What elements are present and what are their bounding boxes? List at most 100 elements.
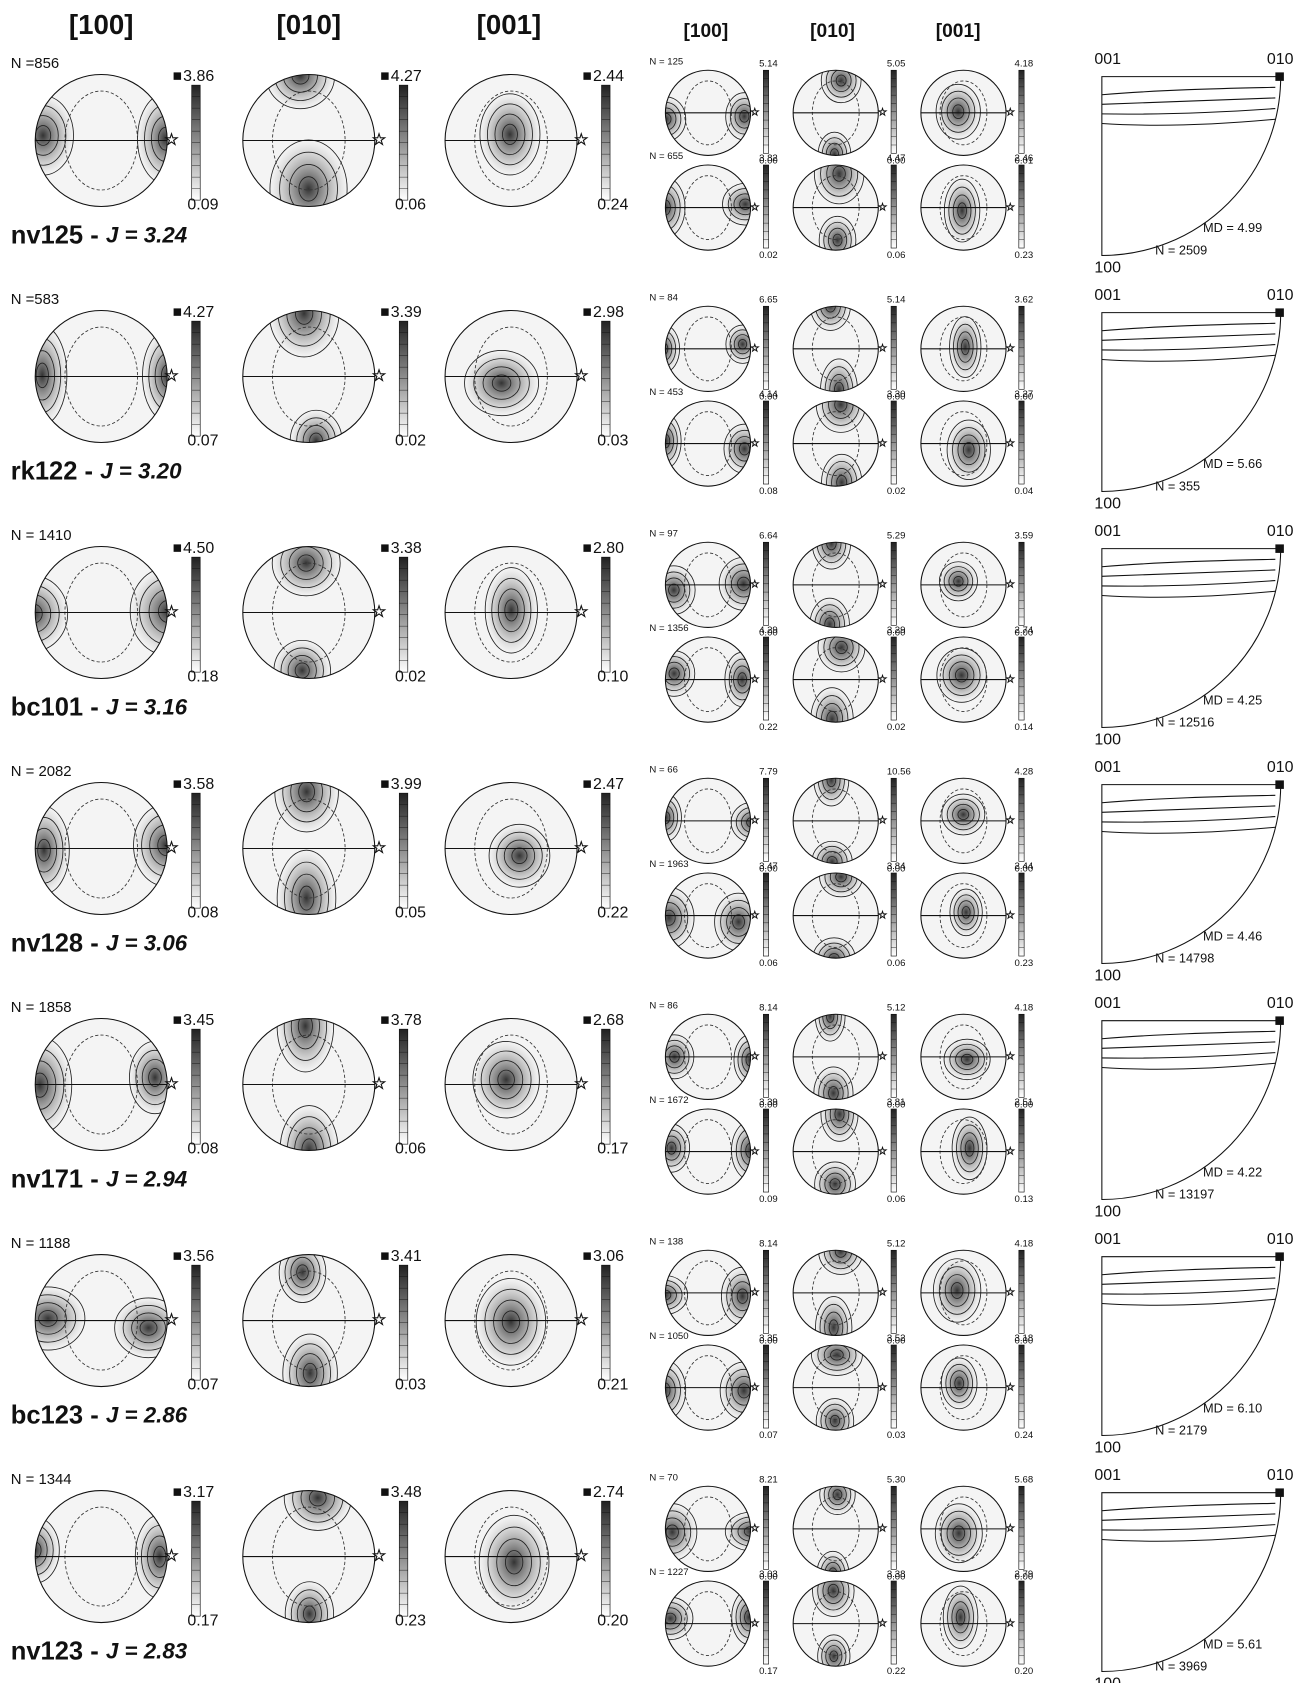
- n-label: N =856: [11, 56, 59, 72]
- density: [821, 70, 862, 103]
- min-label: 0.02: [395, 669, 426, 686]
- star: ☆: [372, 1547, 387, 1565]
- contour: [948, 571, 969, 592]
- contour: [949, 1043, 985, 1076]
- contour: [956, 331, 974, 363]
- ipf-contour: [1101, 1030, 1276, 1040]
- contour: [278, 1254, 327, 1303]
- ipf-corner: 010: [1267, 759, 1294, 776]
- star: ☆: [1006, 1617, 1016, 1629]
- contour: [820, 1556, 846, 1572]
- contour: [964, 1140, 975, 1157]
- ipf-md: MD = 5.66: [1203, 456, 1262, 471]
- min-label-small: 0.06: [759, 958, 778, 969]
- contour: [668, 583, 680, 597]
- ipf-corner: 100: [1094, 1203, 1121, 1220]
- n-label-small: N = 138: [649, 1236, 683, 1247]
- header-large: [010]: [277, 9, 342, 40]
- max-label: 2.80: [593, 540, 624, 557]
- density: [821, 454, 862, 487]
- contour: [820, 165, 859, 197]
- min-label-small: 0.02: [887, 486, 906, 497]
- ipf-corner: 001: [1094, 51, 1121, 68]
- pole-figure: [793, 70, 879, 156]
- contour: [35, 1072, 49, 1098]
- contour: [941, 90, 976, 133]
- density: [665, 1597, 693, 1640]
- contour: [947, 1593, 974, 1642]
- min-label: 0.05: [395, 905, 426, 922]
- ipf-contour: [1101, 569, 1276, 577]
- ipf-contour: [1101, 580, 1276, 587]
- contour: [665, 1135, 681, 1161]
- contour: [739, 109, 750, 123]
- max-label-small: 4.14: [759, 389, 778, 400]
- contour: [829, 637, 854, 661]
- max-marker: [173, 544, 182, 552]
- star: ☆: [1006, 201, 1016, 213]
- contour: [135, 1049, 168, 1106]
- ipf-contour: [1101, 826, 1276, 834]
- contour: [480, 1050, 532, 1109]
- star: ☆: [750, 343, 760, 355]
- density: [936, 84, 981, 140]
- min-label: 0.07: [187, 433, 218, 450]
- max-label: 2.98: [593, 304, 624, 321]
- max-label: 3.17: [183, 1484, 214, 1501]
- n-label-small: N = 97: [649, 528, 678, 539]
- sample-name: rk122 -: [11, 457, 100, 485]
- contour: [823, 1079, 844, 1100]
- max-label-small: 4.29: [759, 625, 778, 636]
- star: ☆: [1006, 1051, 1016, 1063]
- contour: [820, 70, 862, 104]
- min-label-small: 0.00: [1015, 1571, 1034, 1582]
- contour: [35, 827, 58, 873]
- contour: [729, 98, 751, 135]
- max-label: 3.45: [183, 1012, 214, 1029]
- sample-name: nv125 -: [11, 221, 106, 249]
- star: ☆: [1006, 815, 1016, 827]
- min-label: 0.18: [187, 669, 218, 686]
- contour: [812, 1581, 855, 1617]
- min-label-small: 0.17: [759, 1666, 778, 1677]
- density: [266, 74, 335, 109]
- n-label: N = 1344: [11, 1472, 72, 1488]
- contour: [727, 188, 751, 221]
- contour: [957, 202, 967, 219]
- contour: [35, 585, 60, 643]
- pole-figure: [242, 1490, 375, 1623]
- density: [941, 1357, 978, 1409]
- density: [489, 824, 550, 888]
- contour: [308, 1490, 327, 1507]
- max-label-small: 5.05: [887, 58, 906, 69]
- star: ☆: [1006, 1145, 1016, 1157]
- min-label: 0.22: [597, 905, 628, 922]
- contour: [824, 1311, 844, 1336]
- ipf-corner: 100: [1094, 1675, 1121, 1683]
- ipf-contour: [1101, 1062, 1276, 1070]
- max-label: 2.74: [593, 1484, 624, 1501]
- ipf-contour: [1101, 322, 1276, 332]
- sample-name: bc123 -: [11, 1401, 106, 1429]
- min-label-small: 0.24: [1015, 1430, 1034, 1441]
- min-label-small: 0.00: [1015, 1335, 1034, 1346]
- max-label: 3.41: [391, 1248, 422, 1265]
- min-label-small: 0.00: [887, 1571, 906, 1582]
- max-label-small: 7.79: [759, 766, 778, 777]
- contour: [35, 1533, 48, 1568]
- contour: [38, 1310, 58, 1327]
- min-label-small: 0.00: [759, 863, 778, 874]
- density: [479, 1515, 549, 1610]
- min-label-small: 0.22: [759, 722, 778, 733]
- contour: [957, 900, 975, 925]
- contour: [665, 1607, 683, 1630]
- star: ☆: [750, 201, 760, 213]
- sample-name: bc101 -: [11, 693, 106, 721]
- min-label: 0.23: [395, 1613, 426, 1630]
- contour: [271, 546, 341, 597]
- contour: [497, 1069, 515, 1090]
- min-label-small: 0.22: [887, 1666, 906, 1677]
- contour: [950, 1282, 964, 1299]
- contour: [834, 1109, 845, 1122]
- contour: [720, 899, 751, 944]
